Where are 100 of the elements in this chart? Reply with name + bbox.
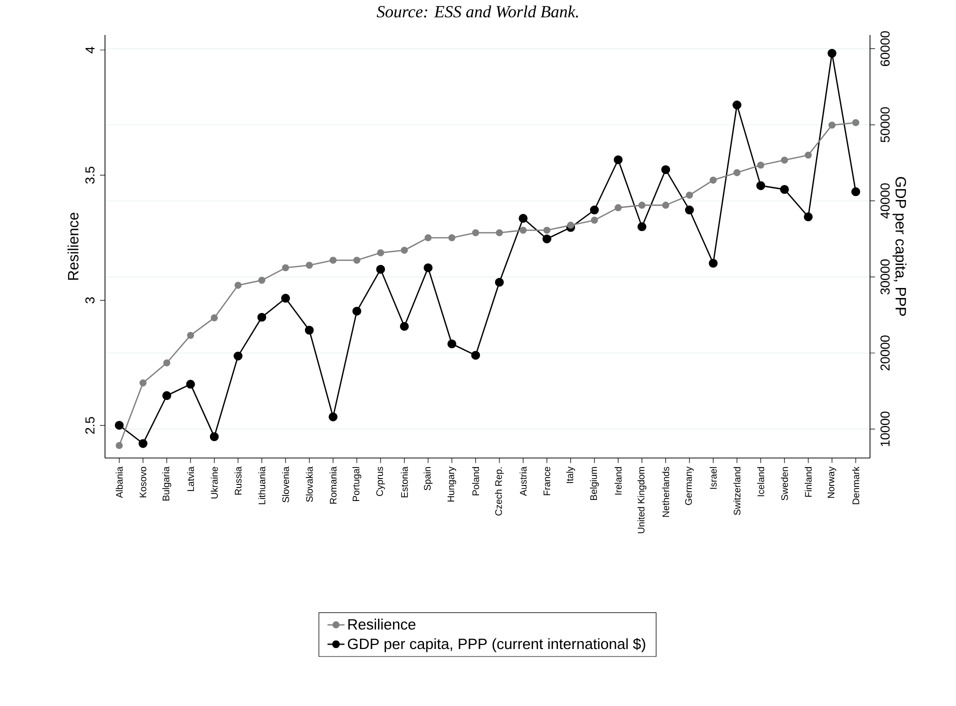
point bbox=[448, 234, 456, 242]
point bbox=[496, 229, 503, 236]
point bbox=[852, 119, 860, 126]
point bbox=[377, 249, 384, 256]
y2-tick-label: 30000 bbox=[880, 259, 890, 294]
point bbox=[685, 206, 694, 214]
point bbox=[780, 185, 789, 194]
y-axis-title: Resilience bbox=[68, 212, 78, 280]
y-tick-label: 4 bbox=[86, 46, 95, 54]
y2-axis-title: GDP per capita, PPP bbox=[892, 177, 906, 316]
x-tick-label: Cyprus bbox=[376, 466, 385, 496]
point bbox=[757, 162, 764, 169]
x-tick-label: Sweden bbox=[781, 467, 788, 500]
point bbox=[282, 264, 290, 272]
x-tick-label: United Kingdom bbox=[638, 467, 646, 534]
x-tick-label: Netherlands bbox=[662, 466, 670, 517]
point bbox=[614, 155, 623, 164]
point bbox=[494, 278, 504, 287]
point bbox=[614, 204, 622, 212]
y2-tick-label: 60000 bbox=[880, 31, 890, 66]
point bbox=[304, 326, 314, 335]
point bbox=[139, 379, 147, 386]
x-tick-label: Iceland bbox=[757, 467, 764, 496]
legend-label: Resilience bbox=[348, 618, 416, 630]
point bbox=[472, 229, 480, 236]
y-tick-label: 3.5 bbox=[85, 166, 95, 184]
y2-tick-label: 50000 bbox=[880, 107, 890, 142]
point bbox=[306, 262, 313, 269]
x-tick-label: Italy bbox=[566, 466, 576, 483]
x-tick-label: Poland bbox=[472, 467, 480, 496]
point bbox=[424, 263, 433, 272]
x-tick-label: Estonia bbox=[400, 466, 408, 498]
x-tick-label: Norway bbox=[828, 466, 836, 498]
point bbox=[804, 152, 812, 159]
point bbox=[828, 48, 836, 58]
point bbox=[186, 332, 194, 339]
point bbox=[661, 165, 670, 174]
point bbox=[186, 380, 195, 389]
point bbox=[733, 169, 741, 176]
x-tick-label: Romania bbox=[330, 466, 337, 504]
point bbox=[234, 352, 242, 360]
x-tick-label: Slovakia bbox=[306, 466, 313, 502]
x-tick-label: Israel bbox=[710, 467, 717, 489]
point bbox=[567, 222, 574, 229]
x-tick-label: Denmark bbox=[852, 466, 860, 504]
x-tick-label: Latvia bbox=[187, 466, 194, 491]
x-tick-label: Kosovo bbox=[140, 466, 146, 498]
x-tick-label: Bulgaria bbox=[162, 466, 172, 500]
point bbox=[638, 202, 646, 209]
x-tick-label: Spain bbox=[424, 467, 433, 490]
point bbox=[162, 391, 172, 400]
x-tick-label: Finland bbox=[804, 467, 812, 497]
x-tick-label: Belgium bbox=[590, 467, 599, 500]
point bbox=[780, 156, 788, 164]
y-tick-label: 2.5 bbox=[85, 417, 95, 434]
y-tick-label: 3 bbox=[85, 297, 95, 304]
point bbox=[210, 314, 218, 322]
y2-tick-label: 10000 bbox=[880, 412, 890, 446]
point bbox=[400, 246, 408, 254]
y2-tick-label: 40000 bbox=[880, 183, 890, 219]
x-tick-label: Ireland bbox=[614, 467, 622, 495]
x-tick-label: Portugal bbox=[352, 467, 362, 501]
point bbox=[210, 432, 219, 442]
point bbox=[258, 276, 266, 284]
x-tick-label: Hungary bbox=[448, 466, 456, 502]
point bbox=[686, 192, 693, 199]
point bbox=[518, 214, 528, 223]
point bbox=[520, 226, 527, 234]
point bbox=[138, 439, 148, 448]
x-tick-label: Austria bbox=[520, 466, 527, 496]
x-tick-label: Switzerland bbox=[733, 467, 740, 515]
point bbox=[638, 222, 646, 232]
point bbox=[353, 256, 360, 264]
point bbox=[234, 282, 242, 289]
x-tick-label: Germany bbox=[685, 466, 694, 505]
point bbox=[708, 258, 718, 268]
point bbox=[114, 420, 124, 430]
point bbox=[163, 359, 170, 366]
point bbox=[471, 350, 480, 360]
x-tick-label: Slovenia bbox=[282, 466, 290, 502]
point bbox=[851, 187, 860, 196]
point bbox=[804, 212, 813, 222]
legend-label: GDP per capita, PPP (current international $) bbox=[348, 638, 646, 652]
point bbox=[376, 264, 386, 274]
point bbox=[424, 234, 432, 242]
point bbox=[710, 176, 717, 184]
x-tick-label: Albania bbox=[116, 466, 123, 498]
point bbox=[257, 312, 266, 322]
point bbox=[756, 181, 766, 190]
y2-tick-label: 20000 bbox=[880, 336, 890, 370]
point bbox=[590, 216, 598, 224]
point bbox=[732, 100, 742, 110]
point bbox=[590, 206, 599, 214]
x-tick-label: Lithuania bbox=[258, 466, 266, 504]
point bbox=[662, 202, 670, 209]
source-note: Source: ESS and World Bank. bbox=[376, 6, 578, 18]
point bbox=[116, 442, 123, 450]
point bbox=[352, 306, 362, 316]
x-tick-label: Russia bbox=[234, 466, 242, 495]
point bbox=[281, 294, 290, 303]
